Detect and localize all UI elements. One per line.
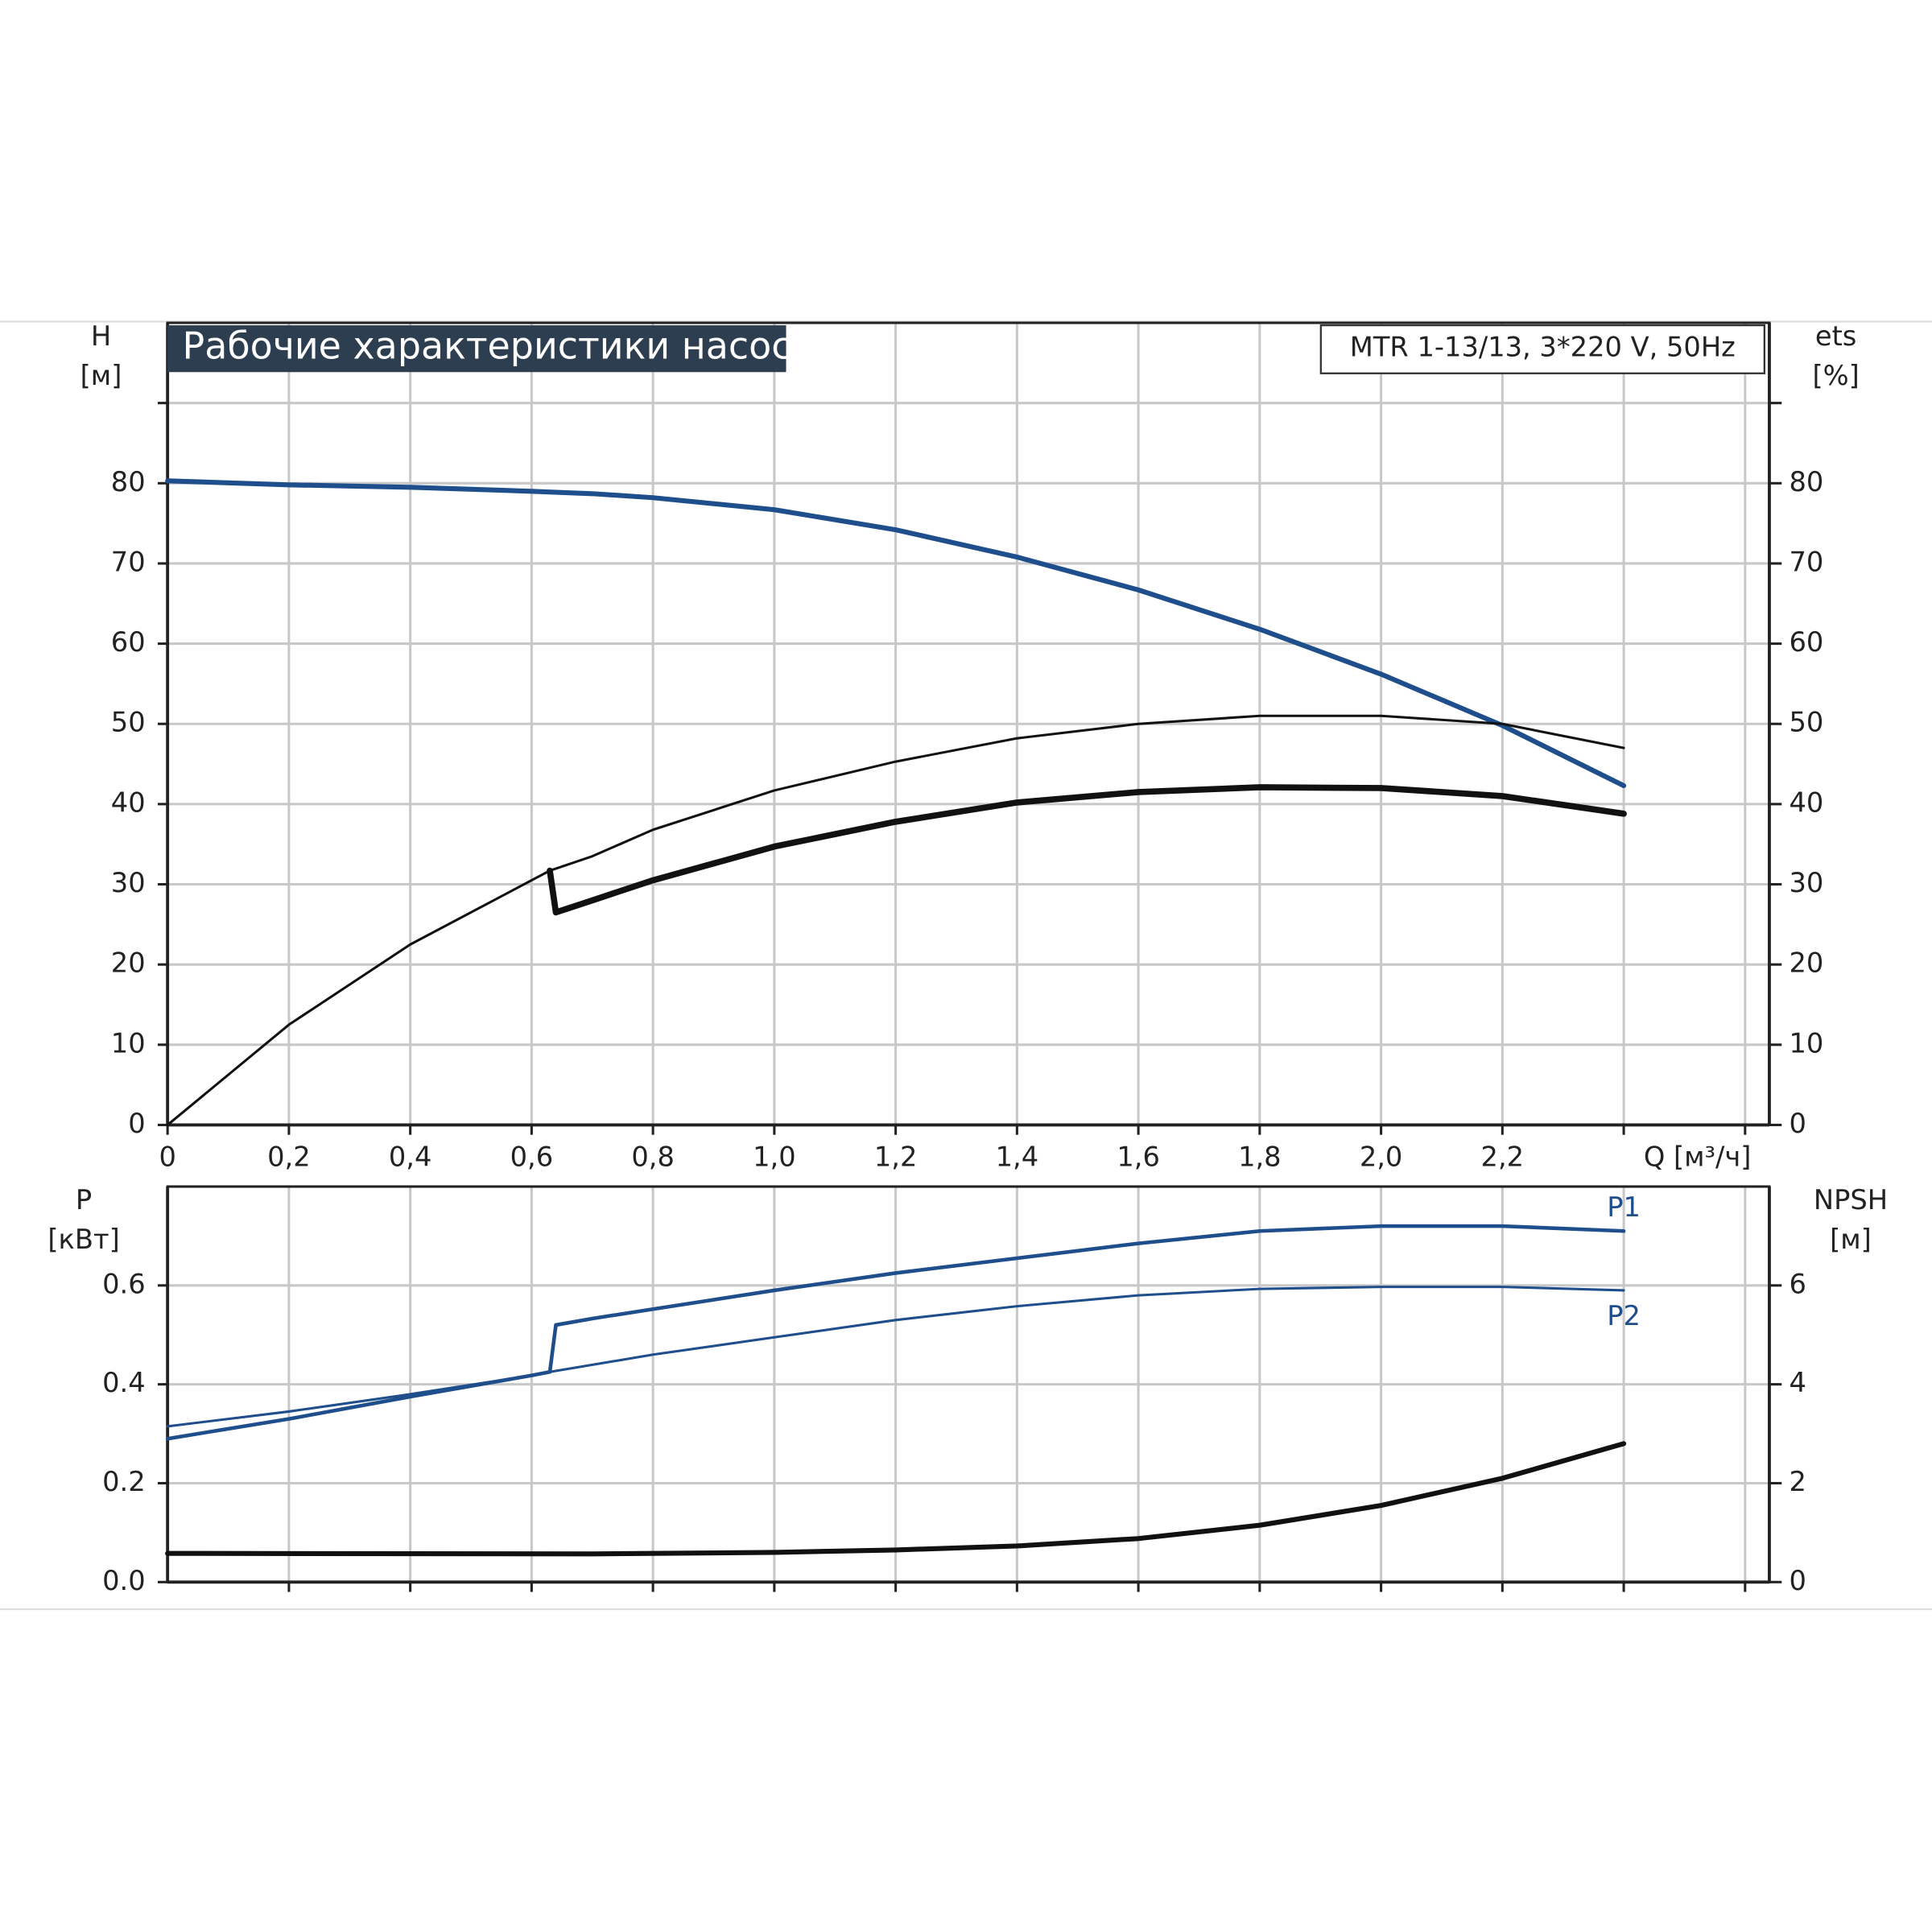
- y2-tick-label: 10: [1789, 1027, 1823, 1059]
- series-line: [165, 1441, 1627, 1557]
- y2-axis-label: ets: [1815, 320, 1856, 352]
- x-tick-label: 1,2: [874, 1141, 918, 1172]
- y-tick-label: 60: [111, 626, 146, 658]
- y2-axis-label: [м]: [1830, 1224, 1872, 1255]
- y2-tick-label: 40: [1789, 786, 1823, 818]
- x-tick-label: 1,8: [1238, 1141, 1282, 1172]
- y2-axis-label: [%]: [1812, 360, 1859, 391]
- y2-tick-label: 0: [1789, 1565, 1806, 1596]
- title-box: [167, 325, 786, 373]
- y-tick-label: 0.4: [102, 1367, 146, 1398]
- y-axis-label: [м]: [80, 360, 122, 391]
- x-tick-label: 2,2: [1481, 1141, 1525, 1172]
- x-tick-label: 1,6: [1117, 1141, 1160, 1172]
- subtitle-box: [1319, 324, 1765, 374]
- y-tick-label: 0.2: [102, 1466, 146, 1497]
- y2-tick-label: 4: [1789, 1367, 1806, 1398]
- y-tick-label: 50: [111, 707, 146, 738]
- x-axis-label: Q [м³/ч]: [1644, 1141, 1752, 1172]
- y-tick-label: 0.0: [102, 1565, 146, 1596]
- y-tick-label: 30: [111, 867, 146, 898]
- series-label: P1: [1607, 1191, 1641, 1223]
- x-tick-label: 0: [159, 1141, 175, 1172]
- y2-tick-label: 0: [1789, 1108, 1806, 1139]
- series-line: [166, 1286, 1625, 1428]
- y-axis-label: P: [76, 1184, 92, 1216]
- y2-tick-label: 6: [1789, 1268, 1806, 1299]
- y-tick-label: 10: [111, 1027, 146, 1059]
- x-tick-label: 1,0: [753, 1141, 796, 1172]
- chart-subtitle: MTR 1-13/13, 3*220 V, 50Hz: [1350, 332, 1736, 363]
- y2-tick-label: 20: [1789, 947, 1823, 979]
- x-tick-label: 0,4: [389, 1141, 432, 1172]
- y2-tick-label: 60: [1789, 626, 1823, 658]
- y-tick-label: 0: [128, 1108, 145, 1139]
- x-tick-label: 2,0: [1360, 1141, 1403, 1172]
- x-tick-label: 0,6: [510, 1141, 554, 1172]
- y2-tick-label: 80: [1789, 466, 1823, 497]
- y2-axis-label: NPSH: [1814, 1184, 1888, 1216]
- y-tick-label: 80: [111, 466, 146, 497]
- y-tick-label: 20: [111, 947, 146, 979]
- y2-tick-label: 50: [1789, 707, 1823, 738]
- chart-title: Рабочие характеристики насоса: [183, 324, 815, 368]
- y2-tick-label: 30: [1789, 867, 1823, 898]
- y-tick-label: 70: [111, 546, 146, 577]
- series-line: [547, 784, 1627, 916]
- y-axis-label: [кВт]: [47, 1224, 119, 1255]
- x-tick-label: 1,4: [996, 1141, 1039, 1172]
- series-line: [165, 478, 1627, 789]
- y-tick-label: 0.6: [102, 1268, 146, 1299]
- series-label: P2: [1607, 1300, 1641, 1331]
- y-axis-label: H: [91, 320, 111, 352]
- y2-tick-label: 70: [1789, 546, 1823, 577]
- y2-tick-label: 2: [1789, 1466, 1806, 1497]
- x-tick-label: 0,2: [267, 1141, 311, 1172]
- x-tick-label: 0,8: [631, 1141, 675, 1172]
- series-line: [166, 714, 1625, 1126]
- y-tick-label: 40: [111, 786, 146, 818]
